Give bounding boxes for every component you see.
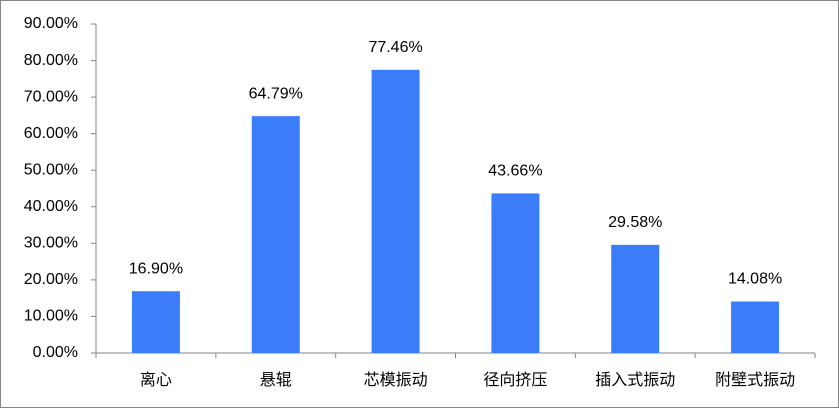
x-tick-label: 芯模振动	[364, 371, 428, 389]
x-tick-label: 附壁式振动	[715, 370, 795, 389]
y-tick-label: 50.00%	[24, 161, 78, 178]
value-label: 14.08%	[728, 271, 782, 288]
x-tick-label: 悬辊	[260, 371, 292, 389]
bar	[371, 69, 420, 353]
bar	[731, 301, 780, 353]
value-label: 43.66%	[488, 163, 542, 180]
y-tick-label: 90.00%	[24, 15, 78, 32]
y-tick-label: 70.00%	[24, 88, 78, 105]
y-tick-label: 20.00%	[24, 271, 78, 288]
x-tick-label: 径向挤压	[483, 371, 547, 389]
y-tick-label: 60.00%	[24, 125, 78, 142]
y-tick-label: 30.00%	[24, 235, 78, 252]
x-tick-label: 离心	[140, 371, 172, 389]
x-tick-label: 插入式振动	[595, 371, 675, 389]
value-label: 16.90%	[129, 260, 183, 277]
bar	[251, 116, 300, 353]
y-tick-label: 0.00%	[33, 344, 78, 361]
y-tick-label: 80.00%	[24, 52, 78, 69]
bar	[611, 244, 660, 353]
bar	[131, 291, 180, 353]
value-label: 77.46%	[368, 39, 422, 56]
value-label: 29.58%	[608, 214, 662, 231]
y-tick-label: 40.00%	[24, 198, 78, 215]
bar	[491, 193, 540, 353]
value-label: 64.79%	[249, 85, 303, 102]
y-tick-label: 10.00%	[24, 308, 78, 325]
